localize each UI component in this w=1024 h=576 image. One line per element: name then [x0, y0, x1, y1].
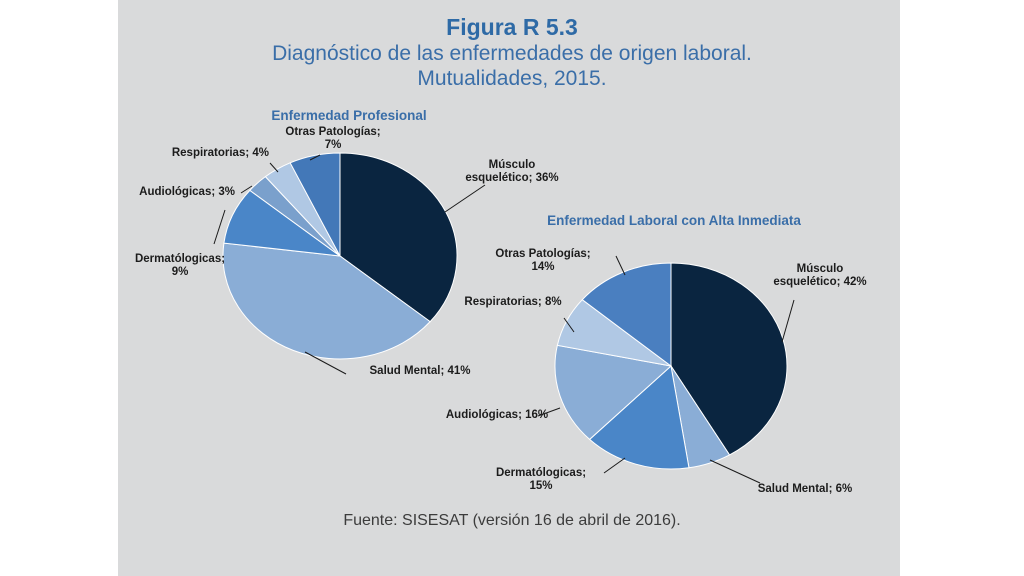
pie-2-leader-6	[615, 255, 626, 276]
pie-1-label-2: Salud Mental; 41%	[370, 365, 471, 377]
pie-2-label-1: Músculo esquelético; 42%	[773, 263, 866, 288]
pie-1-leader-4	[240, 185, 253, 194]
pie-1-slice-6	[289, 152, 341, 257]
pie-2-label-4: Audiológicas; 16%	[446, 409, 548, 421]
pie-2-leader-1	[781, 299, 795, 343]
pie-1-leader-5	[269, 162, 279, 173]
figure-label: Figura R 5.3	[446, 14, 578, 40]
figure-subtitle-line-1: Diagnóstico de las enfermedades de orige…	[272, 42, 752, 65]
pie-2-label-5: Respiratorias; 8%	[464, 296, 561, 308]
pie-1-title: Enfermedad Profesional	[271, 108, 426, 123]
pie-1: Músculo esquelético; 36% Salud Mental; 41%…	[135, 126, 559, 377]
pie-1-leader-1	[444, 184, 486, 213]
pie-2: Músculo esquelético; 42% Salud Mental; 6% D…	[446, 248, 867, 495]
pie-1-label-5: Respiratorias; 4%	[172, 147, 269, 159]
pie-2-leader-3	[603, 457, 626, 474]
pie-2-leader-5	[563, 317, 575, 333]
pie-1-label-6: Otras Patologías; 7%	[285, 126, 380, 151]
pie-2-label-2: Salud Mental; 6%	[758, 483, 853, 495]
pie-1-leader-3	[213, 209, 226, 245]
pie-2-leader-2	[709, 459, 761, 484]
pie-2-slice-6	[581, 262, 672, 367]
pie-2-leader-4	[537, 407, 561, 417]
source-note: Fuente: SISESAT (versión 16 de abril de …	[343, 512, 681, 529]
pie-1-label-3: Dermatólogicas; 9%	[135, 253, 225, 278]
pie-1-leader-6	[309, 154, 321, 161]
pie-2-title: Enfermedad Laboral con Alta Inmediata	[547, 213, 801, 228]
pie-2-label-6: Otras Patologías; 14%	[495, 248, 590, 273]
pie-1-leader-2	[304, 351, 347, 375]
figure-subtitle-line-2: Mutualidades, 2015.	[417, 67, 607, 90]
pie-2-slice-3	[588, 365, 690, 470]
pie-1-label-4: Audiológicas; 3%	[139, 186, 235, 198]
pie-1-slice-1	[339, 152, 458, 323]
pie-2-label-3: Dermatólogicas; 15%	[496, 467, 586, 492]
pie-1-slice-2	[222, 242, 431, 360]
pie-2-slice-4	[554, 344, 673, 441]
pie-1-label-1: Músculo esquelético; 36%	[465, 159, 558, 184]
